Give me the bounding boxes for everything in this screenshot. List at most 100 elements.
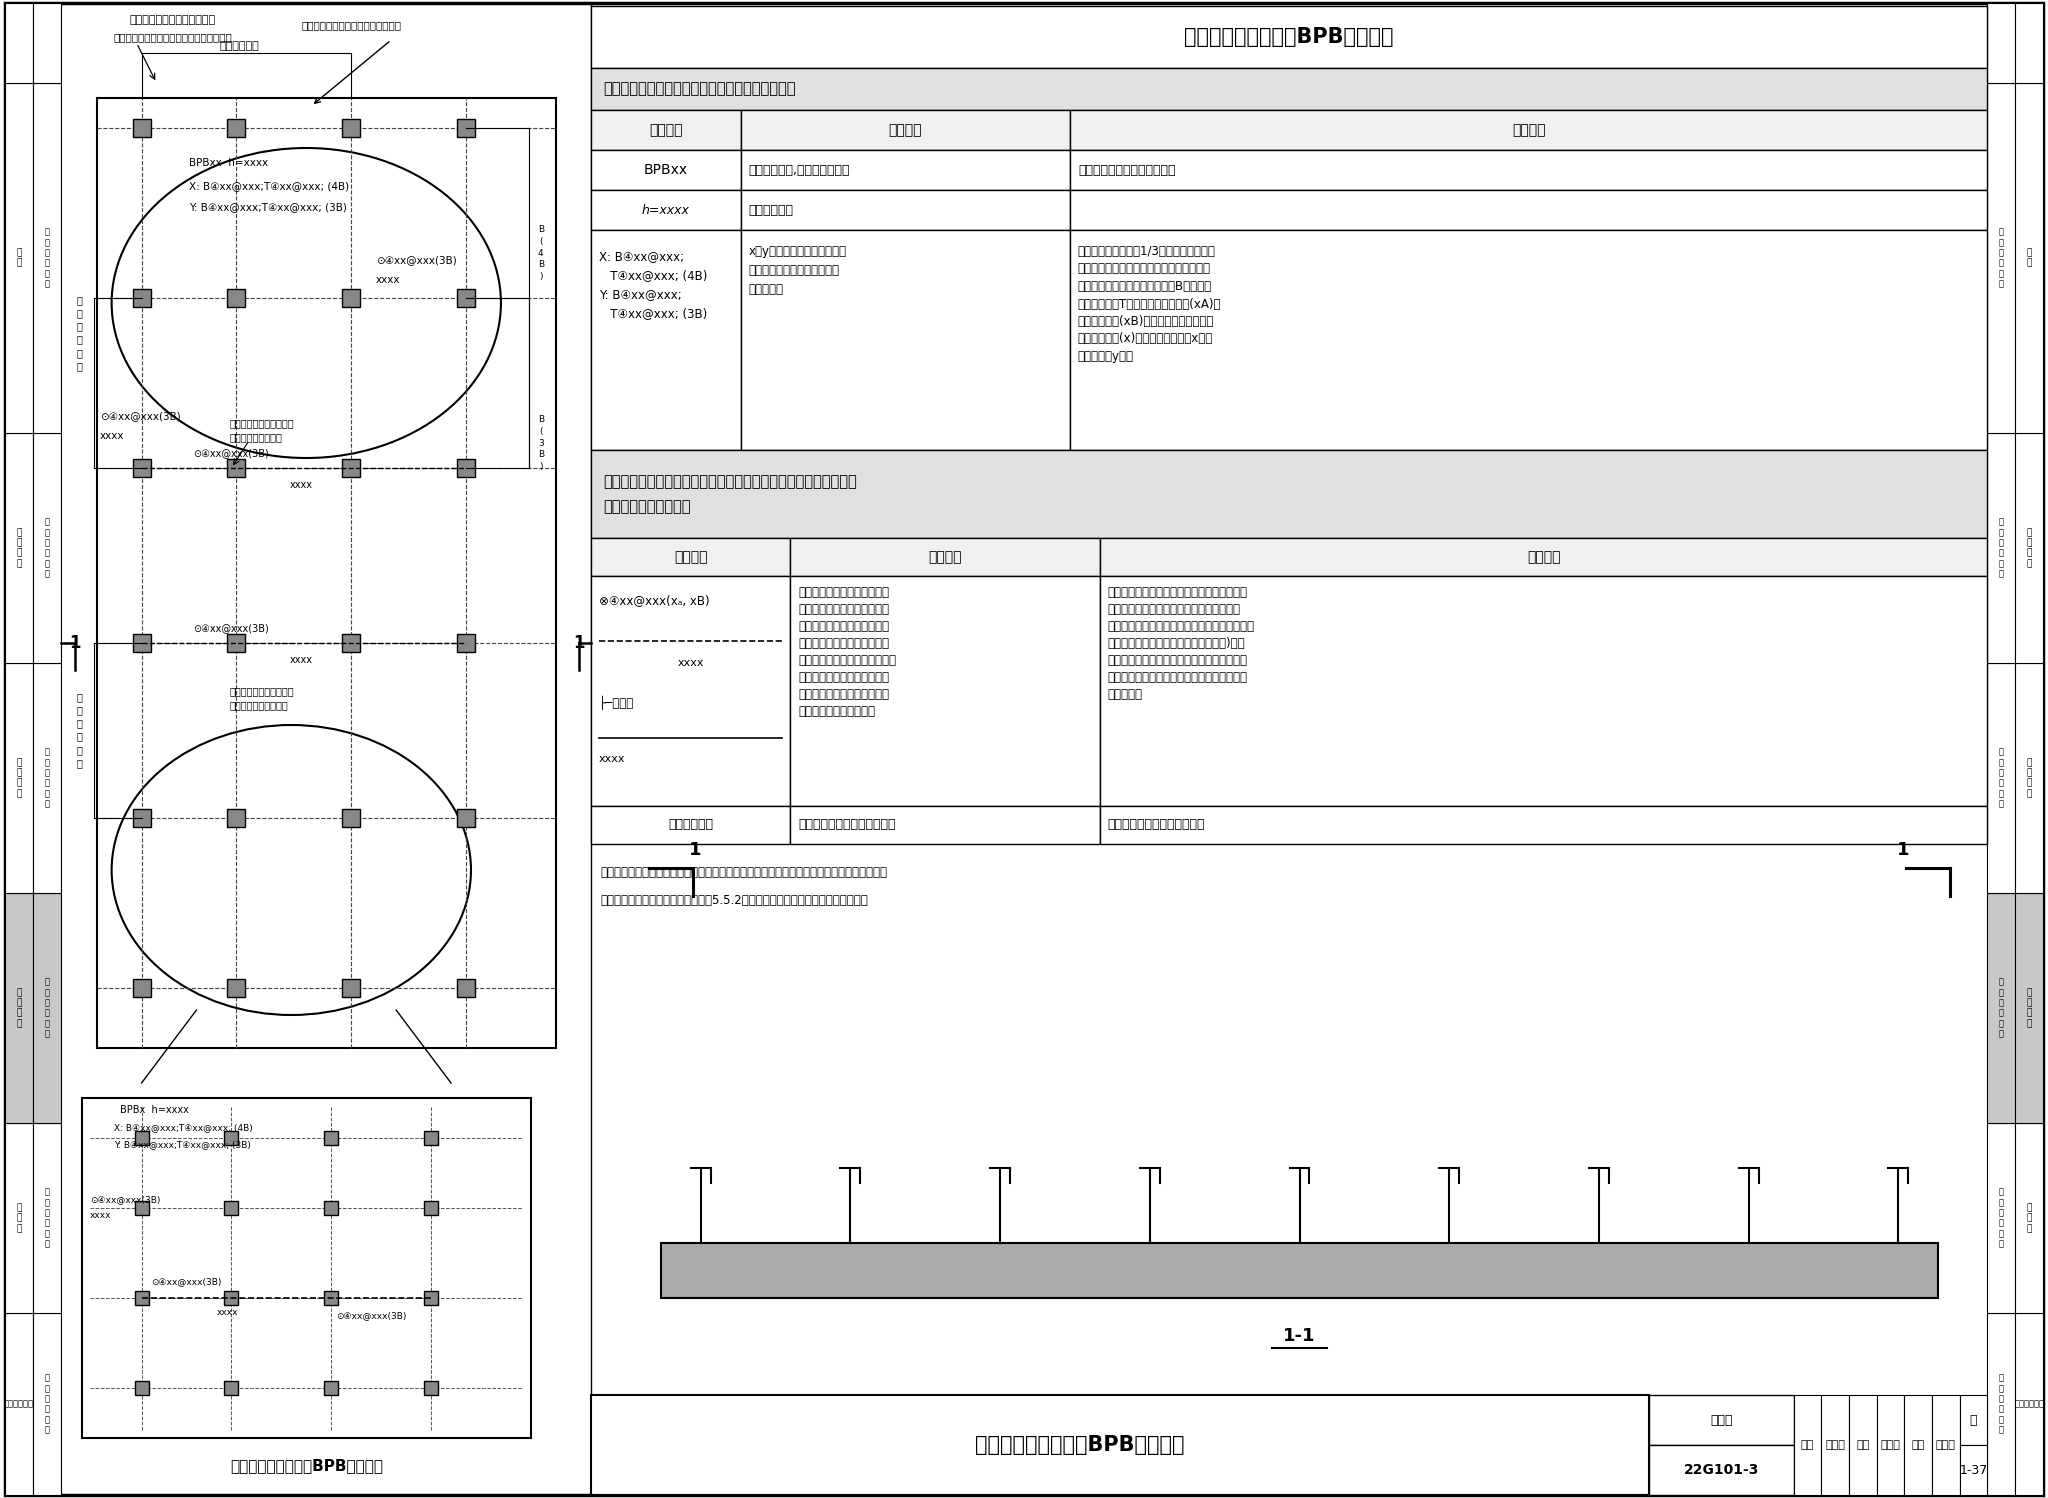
Bar <box>1987 893 2015 1124</box>
Bar <box>133 289 152 307</box>
Bar <box>590 231 741 449</box>
Bar <box>133 118 152 136</box>
Bar <box>1100 538 1987 577</box>
Bar <box>457 809 475 827</box>
Bar <box>133 634 152 652</box>
Bar <box>342 980 360 998</box>
Bar <box>1876 1395 1905 1495</box>
Text: ⊙④xx@xxx(3B): ⊙④xx@xxx(3B) <box>377 255 457 265</box>
Bar <box>1649 1446 1794 1495</box>
Bar <box>424 1381 438 1395</box>
Text: 当向两侧对称伸出时，可只在一侧注伸出长度
值，外伸部位一侧的伸出长度与方式按标准
筋横向布置的跨数及有无布置构造，设计不注，
相同非贯通纵筋可只注写一到外伸部位: 当向两侧对称伸出时，可只在一侧注伸出长度 值，外伸部位一侧的伸出长度与方式按标准… <box>1108 586 1255 701</box>
Text: 跨
内
伸
出
长
度: 跨 内 伸 出 长 度 <box>76 692 82 768</box>
Text: 独
立
基
础: 独 立 基 础 <box>2028 527 2032 568</box>
Bar <box>4 664 33 893</box>
Bar <box>590 190 741 231</box>
Bar <box>4 3 33 82</box>
Bar <box>791 806 1100 843</box>
Bar <box>227 289 246 307</box>
Text: 集中标注（在双向均为第一跨引出）: 集中标注（在双向均为第一跨引出） <box>301 19 401 30</box>
Bar <box>1849 1395 1876 1495</box>
Bar <box>33 893 61 1124</box>
Bar <box>4 82 33 433</box>
Text: 李增银: 李增银 <box>1935 1440 1956 1450</box>
Bar <box>1649 1395 1794 1446</box>
Text: B
(
4
B
): B ( 4 B ) <box>539 225 545 282</box>
Text: 平板式筏形基础平板BPB标注图示: 平板式筏形基础平板BPB标注图示 <box>229 1459 383 1474</box>
Bar <box>225 1381 238 1395</box>
Text: ⊙④xx@xxx(3B): ⊙④xx@xxx(3B) <box>336 1311 408 1320</box>
Text: 条
形
基
础: 条 形 基 础 <box>16 758 20 798</box>
Text: 平
法
制
图
规
则: 平 法 制 图 规 则 <box>45 517 49 578</box>
Text: 审核: 审核 <box>1800 1440 1815 1450</box>
Text: 条
形
基
础: 条 形 基 础 <box>2028 758 2032 798</box>
Bar <box>741 231 1069 449</box>
Bar <box>33 3 61 82</box>
Bar <box>227 458 246 476</box>
Text: 注写形式: 注写形式 <box>649 123 682 136</box>
Bar <box>324 1381 338 1395</box>
Text: xxxx: xxxx <box>377 276 401 285</box>
Text: 集中标注说明：集中标注应在双向均为第一跨引出: 集中标注说明：集中标注应在双向均为第一跨引出 <box>602 81 795 96</box>
Bar <box>33 1124 61 1314</box>
Bar <box>1987 3 2015 82</box>
Text: xxxx: xxxx <box>90 1212 111 1221</box>
Bar <box>1960 1446 1987 1495</box>
Text: 1: 1 <box>690 840 702 858</box>
Bar <box>2015 664 2044 893</box>
Text: 筏
形
基
础: 筏 形 基 础 <box>2028 987 2032 1028</box>
Text: 某部位与集中标注不同的内容: 某部位与集中标注不同的内容 <box>799 818 895 831</box>
Text: 22G101-3: 22G101-3 <box>1683 1464 1759 1477</box>
Text: 注写形式: 注写形式 <box>674 550 707 565</box>
Text: 平
法
制
图
规
则: 平 法 制 图 规 则 <box>45 978 49 1038</box>
Bar <box>424 1201 438 1215</box>
Text: X: B④xx@xxx;T④xx@xxx; (4B): X: B④xx@xxx;T④xx@xxx; (4B) <box>190 181 350 192</box>
Bar <box>1987 433 2015 664</box>
Text: 总
则: 总 则 <box>2028 249 2032 268</box>
Text: 总
则: 总 则 <box>16 249 20 268</box>
Bar <box>342 289 360 307</box>
Bar <box>2015 433 2044 664</box>
Bar <box>457 118 475 136</box>
Text: ⊙④xx@xxx(3B): ⊙④xx@xxx(3B) <box>90 1195 160 1204</box>
Bar <box>457 634 475 652</box>
Bar <box>4 1124 33 1314</box>
Bar <box>133 980 152 998</box>
Text: 基础平板编号,包括代号和序号: 基础平板编号,包括代号和序号 <box>748 163 850 177</box>
Bar <box>662 1243 1937 1297</box>
Bar <box>135 1201 150 1215</box>
Text: BPBxx  h=xxxx: BPBxx h=xxxx <box>190 157 268 168</box>
Bar <box>1069 231 1987 449</box>
Text: 桩
基
础: 桩 基 础 <box>16 1203 20 1233</box>
Bar <box>590 538 791 577</box>
Text: 底部纵筋应有不少于1/3贯通全跨，注意与
非贯通纵筋组合设置的具体要求，详见制图
规则。顶部纵筋应全跨贯通，用B引号底部
贯通纵筋，用T引号顶部贯通纵筋。(xA: 底部纵筋应有不少于1/3贯通全跨，注意与 非贯通纵筋组合设置的具体要求，详见制图… <box>1077 246 1221 363</box>
Text: xxxx: xxxx <box>678 658 705 668</box>
Bar <box>1100 577 1987 806</box>
Bar <box>324 1131 338 1144</box>
Text: 平
法
制
图
规
则: 平 法 制 图 规 则 <box>45 1374 49 1435</box>
Text: 平
法
制
图
规
则: 平 法 制 图 规 则 <box>1999 1374 2003 1435</box>
Text: 独
立
基
础: 独 立 基 础 <box>16 527 20 568</box>
Text: 平
法
制
图
规
则: 平 法 制 图 规 则 <box>45 1188 49 1248</box>
Text: 表达内容: 表达内容 <box>928 550 963 565</box>
Bar <box>424 1291 438 1305</box>
Text: X: B④xx@xxx;
   T④xx@xxx; (4B)
Y: B④xx@xxx;
   T④xx@xxx; (3B): X: B④xx@xxx; T④xx@xxx; (4B) Y: B④xx@xxx;… <box>598 250 707 321</box>
Bar <box>2015 3 2044 82</box>
Text: 表达内容: 表达内容 <box>889 123 922 136</box>
Bar <box>590 806 791 843</box>
Text: 平
法
制
图
规
则: 平 法 制 图 规 则 <box>1999 978 2003 1038</box>
Text: ⊗④xx@xxx(xₐ, xB): ⊗④xx@xxx(xₐ, xB) <box>598 595 709 607</box>
Text: 基础相关构造: 基础相关构造 <box>2013 1399 2044 1408</box>
Text: 1: 1 <box>1896 840 1909 858</box>
Bar <box>135 1291 150 1305</box>
Text: 页: 页 <box>1970 1414 1976 1426</box>
Text: ⊙④xx@xxx(3B): ⊙④xx@xxx(3B) <box>100 410 180 421</box>
Text: 相同配筋横向布置的跨数
及有无布置到外伸部位: 相同配筋横向布置的跨数 及有无布置到外伸部位 <box>229 686 295 710</box>
Text: 校对: 校对 <box>1855 1440 1870 1450</box>
Bar <box>1069 109 1987 150</box>
Text: 注写修正内容: 注写修正内容 <box>668 818 713 831</box>
Bar <box>342 809 360 827</box>
Bar <box>225 1131 238 1144</box>
Text: （在支座配筋相同的若干跨的第一跨注写）: （在支座配筋相同的若干跨的第一跨注写） <box>113 31 231 42</box>
Bar <box>82 1098 530 1438</box>
